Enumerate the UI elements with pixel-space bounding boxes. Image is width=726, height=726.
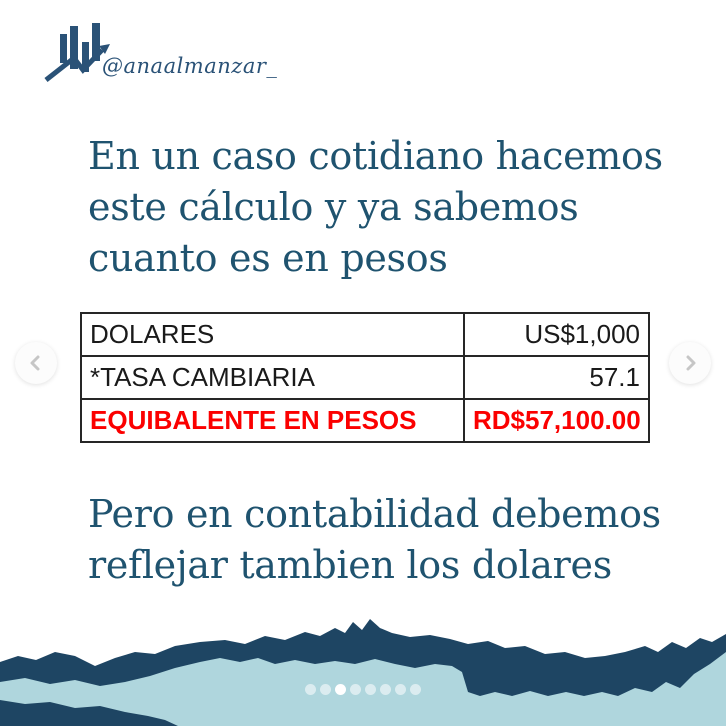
carousel-dot[interactable]: [320, 684, 331, 695]
heading-line: En un caso cotidiano hacemos: [88, 134, 663, 178]
row-value: 57.1: [463, 355, 650, 400]
subheading-line: Pero en contabilidad debemos: [88, 492, 661, 536]
table-row: DOLARES US$1,000: [80, 312, 650, 357]
subheading-text: Pero en contabilidad debemos reflejar ta…: [88, 489, 661, 591]
row-value: RD$57,100.00: [463, 398, 650, 443]
row-value: US$1,000: [463, 312, 650, 357]
carousel-dot[interactable]: [305, 684, 316, 695]
row-label: DOLARES: [80, 312, 465, 357]
chevron-left-icon: [30, 355, 40, 371]
conversion-table: DOLARES US$1,000 *TASA CAMBIARIA 57.1 EQ…: [80, 312, 650, 443]
carousel-dot[interactable]: [395, 684, 406, 695]
row-label: EQUIBALENTE EN PESOS: [80, 398, 465, 443]
carousel-dot[interactable]: [380, 684, 391, 695]
heading-line: este cálculo y ya sabemos: [88, 185, 579, 229]
carousel-next-button[interactable]: [669, 342, 711, 384]
carousel-dot[interactable]: [410, 684, 421, 695]
account-handle: @anaalmanzar_: [102, 54, 278, 78]
heading-text: En un caso cotidiano hacemos este cálcul…: [88, 131, 663, 284]
carousel-prev-button[interactable]: [15, 342, 57, 384]
carousel-dot[interactable]: [350, 684, 361, 695]
table-row-highlight: EQUIBALENTE EN PESOS RD$57,100.00: [80, 398, 650, 443]
carousel-dots: [305, 684, 421, 695]
row-label: *TASA CAMBIARIA: [80, 355, 465, 400]
carousel-dot[interactable]: [365, 684, 376, 695]
subheading-line: reflejar tambien los dolares: [88, 543, 612, 587]
heading-line: cuanto es en pesos: [88, 236, 448, 280]
bar-chart-arrow-icon: [44, 23, 110, 82]
mountain-wave-decoration: [0, 619, 726, 726]
table-row: *TASA CAMBIARIA 57.1: [80, 355, 650, 400]
chevron-right-icon: [686, 355, 696, 371]
carousel-dot-active[interactable]: [335, 684, 346, 695]
